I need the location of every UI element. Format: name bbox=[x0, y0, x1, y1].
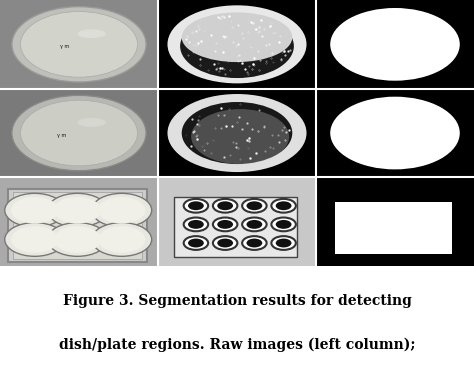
Ellipse shape bbox=[77, 118, 106, 127]
Bar bbox=[158, 177, 316, 266]
Bar bbox=[13, 192, 142, 259]
Bar bbox=[174, 197, 297, 257]
Ellipse shape bbox=[213, 199, 237, 212]
Ellipse shape bbox=[5, 193, 65, 227]
Ellipse shape bbox=[246, 220, 262, 229]
Ellipse shape bbox=[54, 197, 101, 224]
Bar bbox=[158, 0, 316, 89]
Bar bbox=[316, 89, 474, 177]
Ellipse shape bbox=[20, 100, 137, 166]
Bar bbox=[158, 89, 316, 177]
Ellipse shape bbox=[242, 218, 266, 231]
Ellipse shape bbox=[77, 29, 106, 38]
Ellipse shape bbox=[191, 109, 289, 164]
Ellipse shape bbox=[12, 7, 146, 82]
Ellipse shape bbox=[98, 197, 146, 224]
Ellipse shape bbox=[271, 236, 296, 250]
Ellipse shape bbox=[276, 220, 292, 229]
Ellipse shape bbox=[271, 218, 296, 231]
Ellipse shape bbox=[11, 226, 58, 253]
Ellipse shape bbox=[167, 5, 307, 83]
Ellipse shape bbox=[242, 199, 266, 212]
Bar bbox=[335, 202, 452, 254]
Ellipse shape bbox=[183, 236, 208, 250]
Ellipse shape bbox=[217, 239, 233, 247]
Ellipse shape bbox=[330, 97, 460, 170]
Ellipse shape bbox=[246, 239, 262, 247]
Ellipse shape bbox=[246, 201, 262, 210]
Ellipse shape bbox=[188, 239, 204, 247]
Ellipse shape bbox=[98, 226, 146, 253]
Ellipse shape bbox=[188, 201, 204, 210]
Text: γ m: γ m bbox=[60, 44, 69, 49]
Ellipse shape bbox=[217, 220, 233, 229]
Ellipse shape bbox=[330, 8, 460, 81]
Ellipse shape bbox=[12, 95, 146, 171]
Ellipse shape bbox=[91, 193, 152, 227]
Ellipse shape bbox=[182, 12, 292, 62]
Ellipse shape bbox=[47, 223, 108, 256]
Ellipse shape bbox=[183, 218, 208, 231]
Ellipse shape bbox=[20, 11, 137, 77]
Ellipse shape bbox=[11, 197, 58, 224]
Ellipse shape bbox=[213, 218, 237, 231]
Bar bbox=[0, 0, 158, 89]
Ellipse shape bbox=[213, 236, 237, 250]
Ellipse shape bbox=[54, 226, 101, 253]
Ellipse shape bbox=[217, 201, 233, 210]
Bar bbox=[0, 177, 158, 266]
Ellipse shape bbox=[5, 223, 65, 256]
Text: γ m: γ m bbox=[57, 132, 66, 138]
Text: dish/plate regions. Raw images (left column);: dish/plate regions. Raw images (left col… bbox=[59, 338, 415, 352]
Ellipse shape bbox=[276, 201, 292, 210]
Ellipse shape bbox=[276, 239, 292, 247]
Bar bbox=[8, 189, 147, 262]
Bar bbox=[0, 89, 158, 177]
Ellipse shape bbox=[271, 199, 296, 212]
Text: Figure 3. Segmentation results for detecting: Figure 3. Segmentation results for detec… bbox=[63, 294, 411, 308]
Ellipse shape bbox=[242, 236, 266, 250]
Ellipse shape bbox=[180, 14, 294, 78]
Bar bbox=[316, 177, 474, 266]
Ellipse shape bbox=[182, 102, 292, 164]
Ellipse shape bbox=[188, 220, 204, 229]
Ellipse shape bbox=[91, 223, 152, 256]
Ellipse shape bbox=[167, 94, 307, 172]
Ellipse shape bbox=[47, 193, 108, 227]
Ellipse shape bbox=[183, 199, 208, 212]
Bar bbox=[316, 0, 474, 89]
